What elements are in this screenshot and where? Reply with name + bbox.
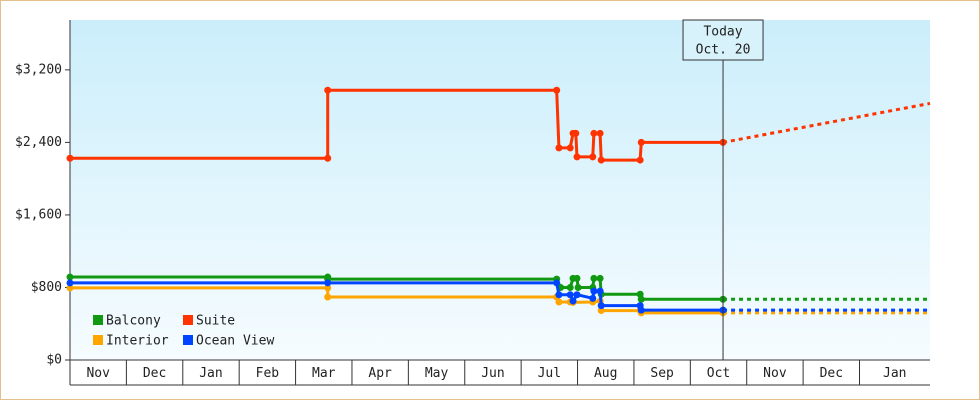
x-tick-label: Mar: [312, 366, 336, 381]
point: [636, 156, 644, 164]
y-tick-label: $2,400: [15, 135, 62, 150]
point: [566, 283, 574, 291]
point: [596, 129, 604, 137]
legend-label: Ocean View: [196, 334, 274, 349]
plot-area: [70, 20, 930, 360]
point: [569, 297, 577, 305]
point: [637, 138, 645, 146]
x-tick-label: Dec: [143, 366, 166, 381]
x-tick-label: Oct: [707, 366, 730, 381]
x-tick-label: Nov: [763, 366, 787, 381]
point: [324, 284, 332, 292]
legend-label: Balcony: [106, 314, 161, 329]
y-tick-label: $800: [31, 280, 62, 295]
legend-label: Interior: [106, 334, 169, 349]
point: [66, 284, 74, 292]
point: [66, 154, 74, 162]
point: [596, 287, 604, 295]
y-tick-label: $3,200: [15, 62, 62, 77]
point: [324, 154, 332, 162]
y-tick-label: $1,600: [15, 207, 62, 222]
point: [566, 291, 574, 299]
point: [555, 298, 563, 306]
today-date: Oct. 20: [696, 43, 751, 58]
x-tick-label: May: [425, 366, 449, 381]
x-tick-label: Jun: [481, 366, 504, 381]
point: [597, 302, 605, 310]
point: [553, 86, 561, 94]
point: [590, 274, 598, 282]
today-box: [682, 19, 764, 61]
x-tick-label: Nov: [86, 366, 110, 381]
point: [324, 293, 332, 301]
point: [573, 291, 581, 299]
point: [555, 144, 563, 152]
x-tick-label: Jan: [199, 366, 222, 381]
legend-swatch: [183, 335, 193, 345]
x-tick-label: Aug: [594, 366, 617, 381]
series-line: [70, 88, 724, 162]
point: [573, 274, 581, 282]
point: [555, 291, 563, 299]
x-tick-label: Jan: [883, 366, 906, 381]
point: [324, 86, 332, 94]
point: [66, 273, 74, 281]
legend-swatch: [93, 315, 103, 325]
legend-label: Suite: [196, 314, 235, 329]
point: [596, 274, 604, 282]
legend-swatch: [183, 315, 193, 325]
x-tick-label: Feb: [256, 366, 280, 381]
x-tick-label: Sep: [650, 366, 674, 381]
point: [573, 153, 581, 161]
point: [589, 294, 597, 302]
point: [553, 279, 561, 287]
point: [590, 129, 598, 137]
forecast-line: [722, 101, 931, 144]
point: [590, 287, 598, 295]
point: [637, 295, 645, 303]
point: [597, 307, 605, 315]
point: [597, 156, 605, 164]
point: [66, 279, 74, 287]
legend-swatch: [93, 335, 103, 345]
y-tick-label: $0: [46, 353, 62, 368]
point: [574, 283, 582, 291]
today-label: Today: [703, 25, 742, 40]
x-tick-label: Apr: [368, 366, 392, 381]
series-line: [70, 275, 724, 301]
x-tick-label: Jul: [538, 366, 561, 381]
x-tick-label: Dec: [820, 366, 843, 381]
point: [566, 144, 574, 152]
point: [572, 129, 580, 137]
point: [589, 153, 597, 161]
point: [637, 306, 645, 314]
point: [324, 279, 332, 287]
